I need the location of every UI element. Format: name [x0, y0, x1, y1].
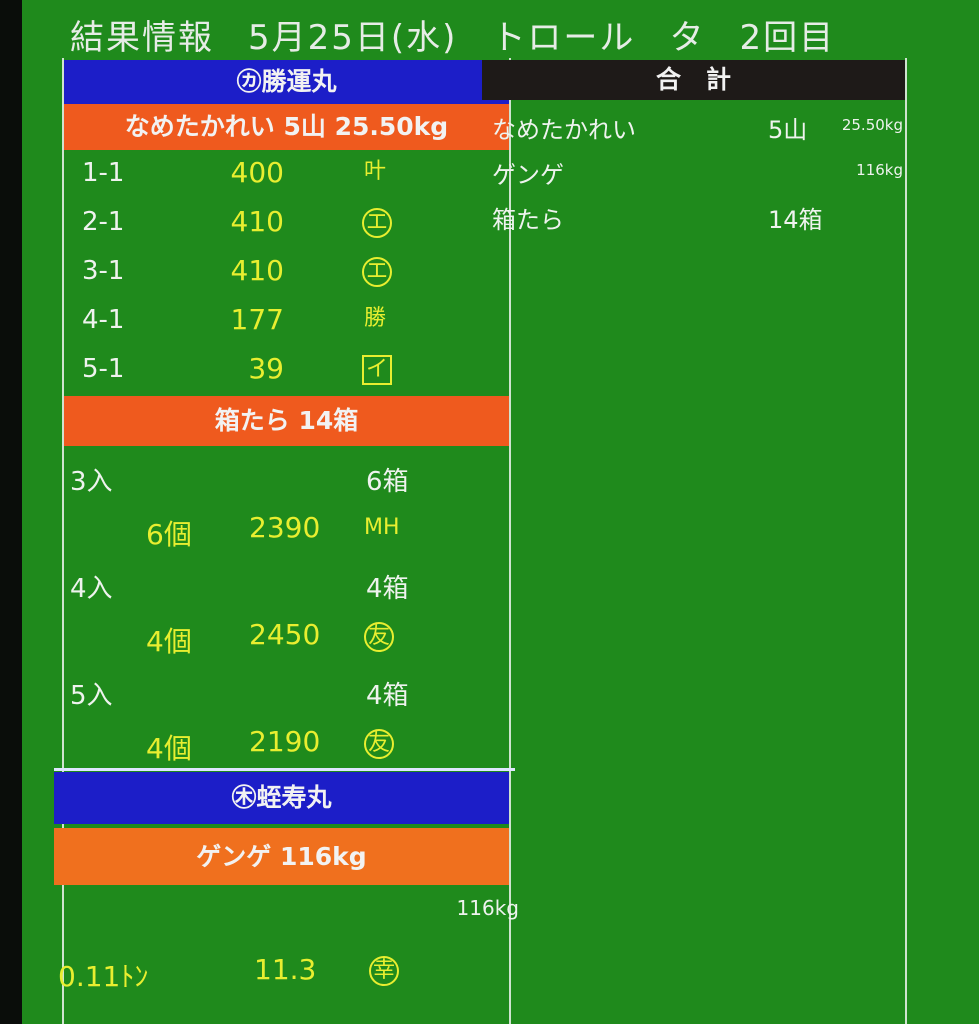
totals-header: 合 計 [482, 60, 905, 100]
buyer-mark-icon: 勝 [363, 306, 386, 331]
totals-panel: 合 計 なめたかれい 5山 25.50kg ゲンゲ 116kg 箱たら 14箱 [482, 58, 907, 1024]
display-screen: 結果情報 5月25日(水) トロールタ 2回目 ㋕勝運丸 なめたかれい 5山 25.5… [22, 0, 979, 1024]
buyer-mark-icon: 幸 [369, 956, 399, 986]
buyer-mark-icon: 友 [364, 622, 394, 652]
pack-size: 4入 [70, 574, 113, 604]
vessel-header: ㋕勝運丸 [64, 60, 509, 104]
buyer-mark-icon: イ [362, 355, 392, 385]
title-method: トロール [491, 18, 636, 58]
item-header: ゲンゲ 116kg [54, 828, 509, 885]
title-session: タ [669, 18, 706, 58]
lot-number: 5-1 [82, 354, 125, 384]
title-date: 5月25日(水) [248, 18, 458, 58]
price: 177 [230, 303, 284, 336]
price: 2390 [249, 511, 321, 544]
pack-size: 3入 [70, 467, 113, 497]
piece-count: 4個 [146, 625, 192, 658]
pack-size: 5入 [70, 681, 113, 711]
total-name: なめたかれい [492, 116, 636, 144]
piece-count: 6個 [146, 518, 192, 551]
lot-number: 2-1 [82, 207, 125, 237]
price: 39 [248, 352, 284, 385]
price: 410 [230, 254, 284, 287]
total-name: 箱たら [492, 206, 564, 234]
box-count: 6箱 [366, 467, 409, 497]
results-panel: ㋕勝運丸 なめたかれい 5山 25.50kg 1-1 400 叶 2-1 410 エ 3-1… [54, 58, 519, 1024]
price: 2450 [249, 618, 321, 651]
lot-number: 4-1 [82, 305, 125, 335]
lot-number: 1-1 [82, 158, 125, 188]
price: 11.3 [254, 953, 317, 986]
item-header: なめたかれい 5山 25.50kg [64, 104, 509, 150]
piece-count: 4個 [146, 732, 192, 765]
title-round: 2回目 [739, 18, 836, 58]
tons: 0.11ﾄﾝ [58, 960, 149, 993]
buyer-mark-icon: 叶 [363, 159, 386, 184]
vessel-header: ㊍蛭寿丸 [54, 772, 509, 824]
weight: 116kg [456, 896, 519, 920]
buyer-mark-icon: エ [362, 257, 392, 287]
total-weight: 25.50kg [841, 116, 903, 134]
title-label: 結果情報 [70, 18, 214, 58]
box-count: 4箱 [366, 681, 409, 711]
total-name: ゲンゲ [492, 161, 564, 189]
item-header: 箱たら 14箱 [64, 396, 509, 446]
total-qty: 14箱 [768, 206, 823, 234]
total-qty: 5山 [768, 116, 808, 144]
price: 400 [230, 156, 284, 189]
buyer-mark-icon: MH [364, 515, 400, 540]
box-count: 4箱 [366, 574, 409, 604]
price: 2190 [249, 725, 321, 758]
price: 410 [230, 205, 284, 238]
page-title: 結果情報 5月25日(水) トロールタ 2回目 [70, 10, 869, 59]
divider [54, 768, 515, 771]
buyer-mark-icon: 友 [364, 729, 394, 759]
buyer-mark-icon: エ [362, 208, 392, 238]
lot-number: 3-1 [82, 256, 125, 286]
total-weight: 116kg [856, 161, 903, 179]
